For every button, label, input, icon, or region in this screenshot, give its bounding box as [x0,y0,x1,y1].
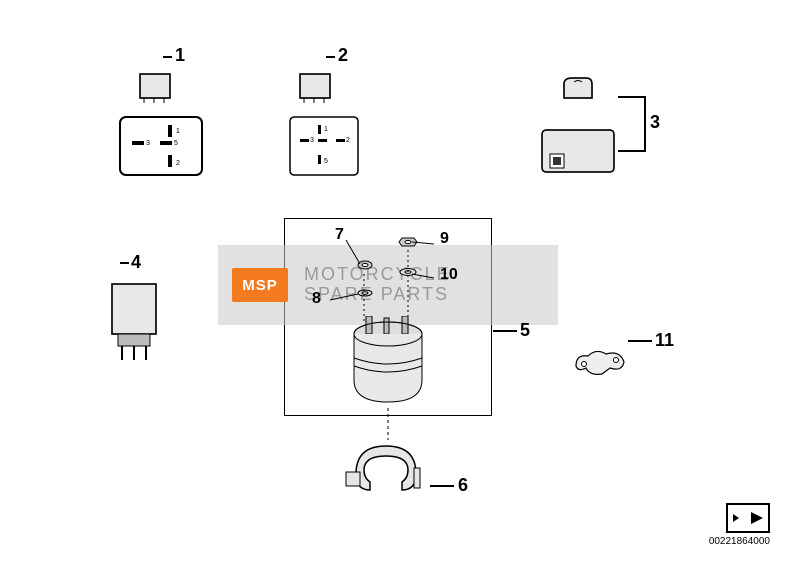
svg-text:5: 5 [324,158,328,165]
callout-1: 1 [175,45,185,66]
callout-6: 6 [458,475,468,496]
leader [644,96,646,152]
connector-housing [540,126,616,176]
watermark-badge-text: MSP [242,277,278,294]
callout-7: 7 [335,226,344,244]
pin-label: 2 [176,160,180,167]
svg-text:2: 2 [346,137,350,144]
leader [493,330,517,332]
diagram-canvas: 1 3 5 2 1 3 2 5 [0,0,800,565]
pin-label: 3 [146,140,150,147]
mini-relay-1 [138,70,174,104]
svg-text:1: 1 [324,126,328,133]
callout-4: 4 [131,252,141,273]
relay-module-4 [108,282,160,366]
relay-socket-2: 1 3 2 5 [288,115,360,177]
mini-relay-2 [298,70,334,104]
callout-8: 8 [312,290,321,308]
callout-10: 10 [440,266,458,284]
pin-label: 1 [176,128,180,135]
leader [326,56,335,58]
document-id: 00221864000 [709,536,770,547]
callout-9: 9 [440,230,449,248]
leader [618,96,646,98]
pin-label: 5 [174,140,178,147]
leader [628,340,652,342]
relay-socket-1: 1 3 5 2 [118,115,204,177]
dashed-link [384,408,392,440]
holder-clamp [344,438,428,498]
leader [163,56,172,58]
leader [618,150,646,152]
connector-cap [560,76,596,104]
nav-arrow-icon [726,503,770,533]
starter-solenoid [346,316,430,412]
watermark-badge: MSP [232,268,288,302]
callout-11: 11 [655,330,674,351]
svg-text:3: 3 [310,137,314,144]
leader [430,485,454,487]
bracket-11 [572,344,628,378]
callout-2: 2 [338,45,348,66]
callout-5: 5 [520,320,530,341]
callout-3: 3 [650,112,660,133]
leader [120,262,129,264]
